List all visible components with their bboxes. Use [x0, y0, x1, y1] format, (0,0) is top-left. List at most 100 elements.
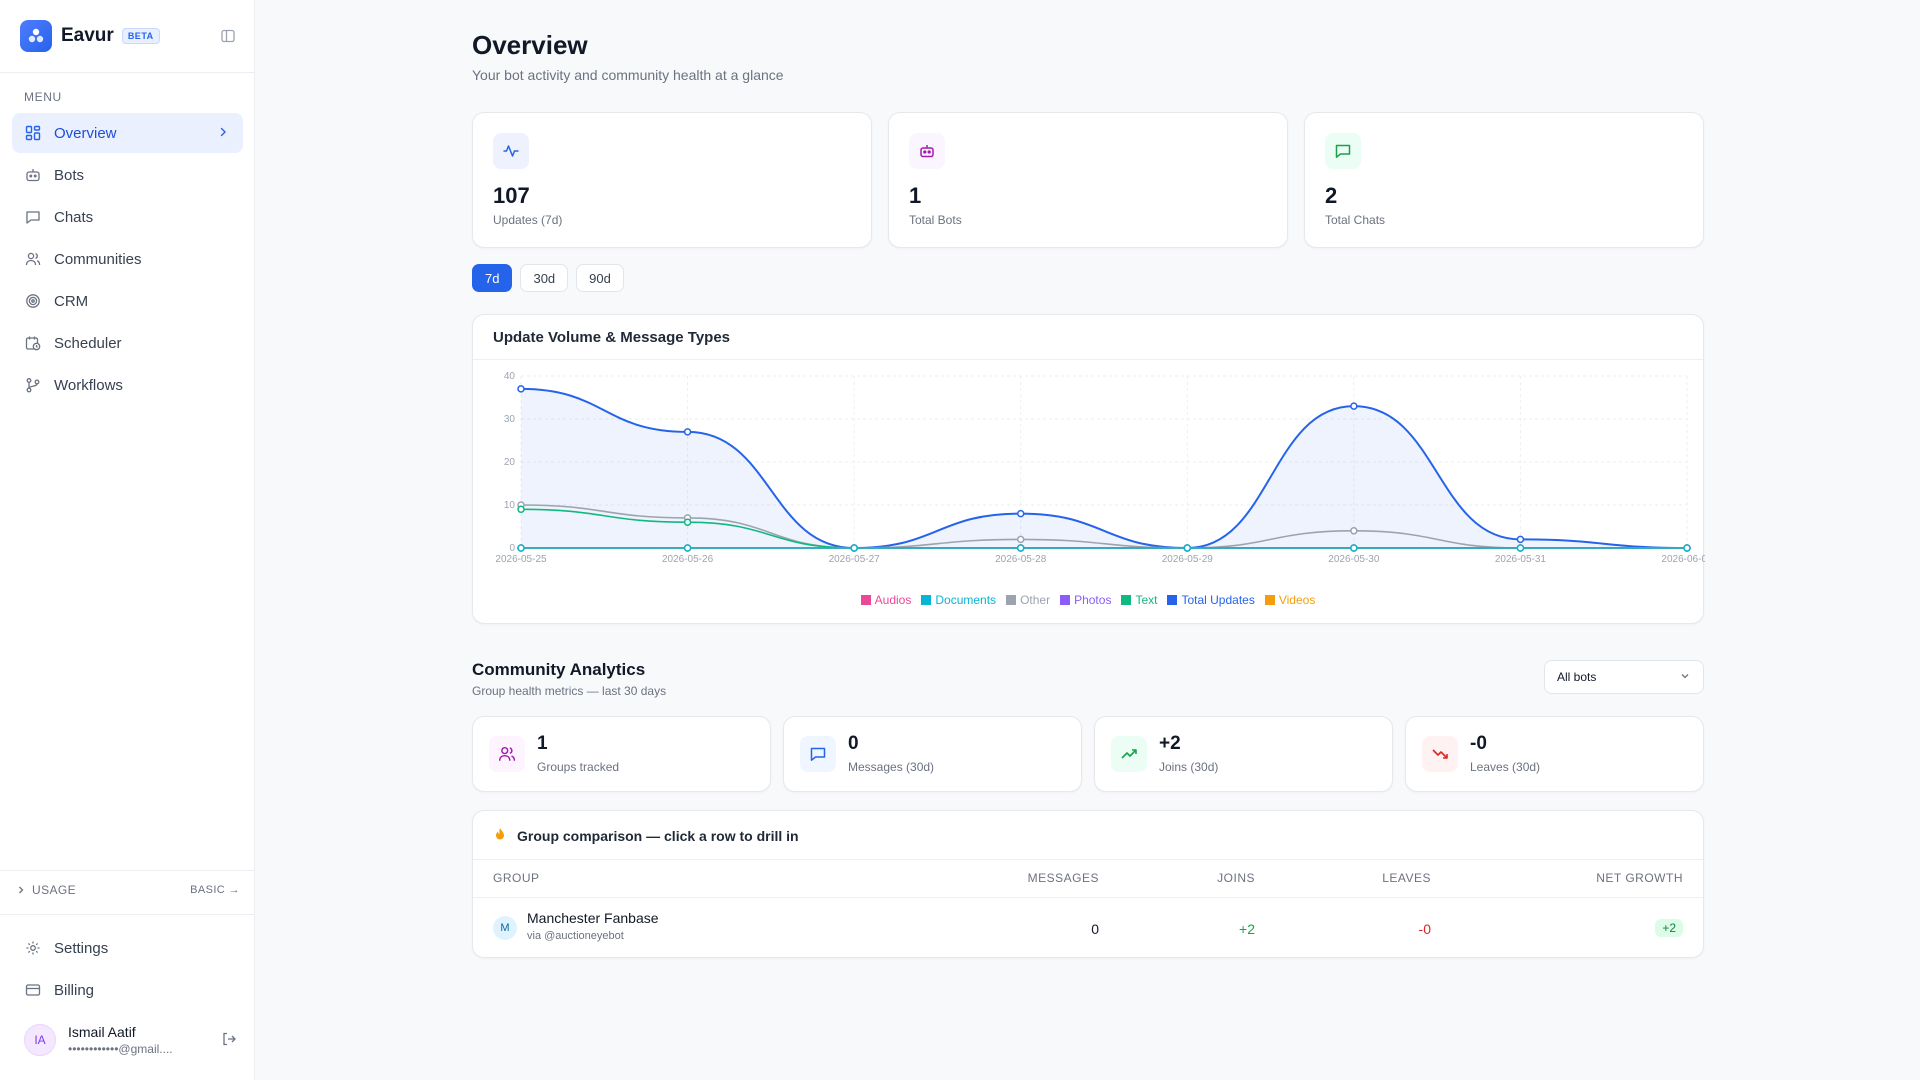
metric-label: Groups tracked [537, 760, 620, 774]
metric-card-messages: 0 Messages (30d) [783, 716, 1082, 792]
sidebar-item-bots[interactable]: Bots [12, 155, 243, 195]
chat-icon [800, 736, 836, 772]
sidebar-item-settings[interactable]: Settings [12, 928, 243, 968]
bot-filter-value: All bots [1557, 670, 1597, 684]
data-point-other [1350, 527, 1358, 535]
main-content: Overview Your bot activity and community… [472, 30, 1705, 958]
bot-filter-select[interactable]: All bots [1544, 660, 1704, 694]
legend-item[interactable]: Other [1006, 593, 1050, 607]
bottom-nav: Settings Billing [12, 928, 243, 1012]
data-point-documents [517, 544, 525, 552]
data-point-total-updates [1350, 402, 1358, 410]
legend-item[interactable]: Text [1121, 593, 1157, 607]
column-header-group[interactable]: GROUP [493, 871, 540, 885]
sidebar-item-scheduler[interactable]: Scheduler [12, 323, 243, 363]
community-title: Community Analytics [472, 660, 646, 679]
main-nav: Overview Bots Chats Communities CRM Sche… [12, 113, 243, 407]
sidebar-item-label: Workflows [54, 376, 123, 394]
logout-icon[interactable] [221, 1031, 239, 1049]
stat-value: 107 [493, 183, 530, 208]
sidebar-collapse-icon[interactable] [220, 28, 236, 44]
y-tick-label: 30 [504, 414, 516, 425]
calendar-clock-icon [24, 334, 42, 352]
x-tick-label: 2026-05-27 [829, 554, 881, 565]
legend-item[interactable]: Videos [1264, 593, 1315, 607]
page-title: Overview [472, 30, 588, 60]
stat-label: Updates (7d) [493, 213, 563, 227]
stat-card-updates: 107 Updates (7d) [472, 112, 872, 248]
metric-value: -0 [1470, 733, 1487, 754]
x-tick-label: 2026-05-30 [1328, 554, 1380, 565]
legend-label: Total Updates [1181, 593, 1255, 607]
range-7d-button[interactable]: 7d [472, 264, 513, 292]
brand[interactable]: Eavur BETA [20, 20, 240, 52]
users-icon [24, 250, 42, 268]
brand-name: Eavur [61, 25, 114, 46]
range-90d-button[interactable]: 90d [576, 264, 624, 292]
chart-legend: Audios Documents Other Photos Text Total Upda… [473, 593, 1703, 607]
series-line-total-updates [520, 387, 1688, 550]
series-area-total-updates [521, 388, 1687, 548]
column-header-net-growth[interactable]: NET GROWTH [1596, 871, 1683, 885]
chat-icon [1325, 133, 1361, 169]
activity-icon [493, 133, 529, 169]
y-tick-label: 10 [504, 500, 516, 511]
legend-swatch [1167, 595, 1178, 605]
metric-label: Messages (30d) [848, 760, 935, 774]
x-tick-label: 2026-05-25 [495, 554, 547, 565]
metric-card-groups: 1 Groups tracked [472, 716, 771, 792]
sidebar-item-label: Communities [54, 250, 142, 268]
sidebar-item-communities[interactable]: Communities [12, 239, 243, 279]
data-point-other [1016, 535, 1025, 544]
legend-item[interactable]: Audios [860, 593, 912, 607]
sidebar-item-crm[interactable]: CRM [12, 281, 243, 321]
user-profile[interactable]: IA Ismail Aatif ••••••••••••@gmail.... [24, 1022, 239, 1058]
table-title: Group comparison — click a row to drill … [517, 827, 799, 844]
table-row[interactable]: M Manchester Fanbase via @auctioneyebot … [473, 899, 1703, 959]
group-name: Manchester Fanbase [527, 910, 659, 926]
data-point-text [517, 505, 525, 514]
chart-card: Update Volume & Message Types 0 10 20 30 40 2… [472, 314, 1705, 624]
column-header-messages[interactable]: MESSAGES [1027, 871, 1099, 885]
range-selector: 7d 30d 90d [472, 264, 624, 292]
sidebar-item-label: Bots [54, 166, 85, 184]
user-email: ••••••••••••@gmail.... [68, 1042, 173, 1056]
data-point-documents [850, 544, 858, 552]
sidebar-item-label: Chats [54, 208, 94, 226]
metric-value: 1 [537, 733, 548, 754]
bot-icon [24, 166, 42, 184]
column-header-leaves[interactable]: LEAVES [1382, 871, 1431, 885]
legend-item[interactable]: Total Updates [1167, 593, 1255, 607]
x-tick-label: 2026-06-01 [1661, 554, 1705, 565]
metric-card-joins: +2 Joins (30d) [1094, 716, 1393, 792]
range-30d-button[interactable]: 30d [520, 264, 569, 292]
update-volume-chart: 0 10 20 30 40 2026-05-25 2026-05-26 2026-05-27 2… [495, 371, 1705, 565]
data-point-total-updates [683, 428, 692, 436]
sidebar-item-chats[interactable]: Chats [12, 197, 243, 237]
data-point-documents [1016, 544, 1025, 552]
legend-swatch [1264, 595, 1275, 605]
sidebar: Eavur BETA MENU Overview Bots Chats Comm… [0, 0, 255, 1080]
cell-leaves: -0 [1418, 921, 1431, 937]
sidebar-divider [0, 914, 255, 915]
table-divider [473, 859, 1703, 860]
legend-item[interactable]: Documents [921, 593, 996, 607]
sidebar-item-workflows[interactable]: Workflows [12, 365, 243, 405]
chevron-right-icon [217, 125, 229, 142]
x-tick-label: 2026-05-29 [1162, 554, 1214, 565]
group-comparison-table: Group comparison — click a row to drill … [472, 810, 1704, 958]
workflow-icon [24, 376, 42, 394]
legend-label: Text [1135, 593, 1158, 607]
stat-label: Total Bots [909, 213, 962, 227]
user-name: Ismail Aatif [68, 1024, 136, 1040]
stat-value: 1 [909, 183, 922, 208]
data-point-documents [1350, 544, 1358, 552]
usage-toggle[interactable]: USAGE BASIC → [16, 880, 240, 900]
legend-label: Audios [874, 593, 912, 607]
sidebar-item-overview[interactable]: Overview [12, 113, 243, 153]
usage-plan-link[interactable]: BASIC → [190, 884, 240, 896]
legend-item[interactable]: Photos [1060, 593, 1111, 607]
legend-swatch [1121, 595, 1132, 605]
sidebar-item-billing[interactable]: Billing [12, 970, 243, 1010]
column-header-joins[interactable]: JOINS [1217, 871, 1255, 885]
